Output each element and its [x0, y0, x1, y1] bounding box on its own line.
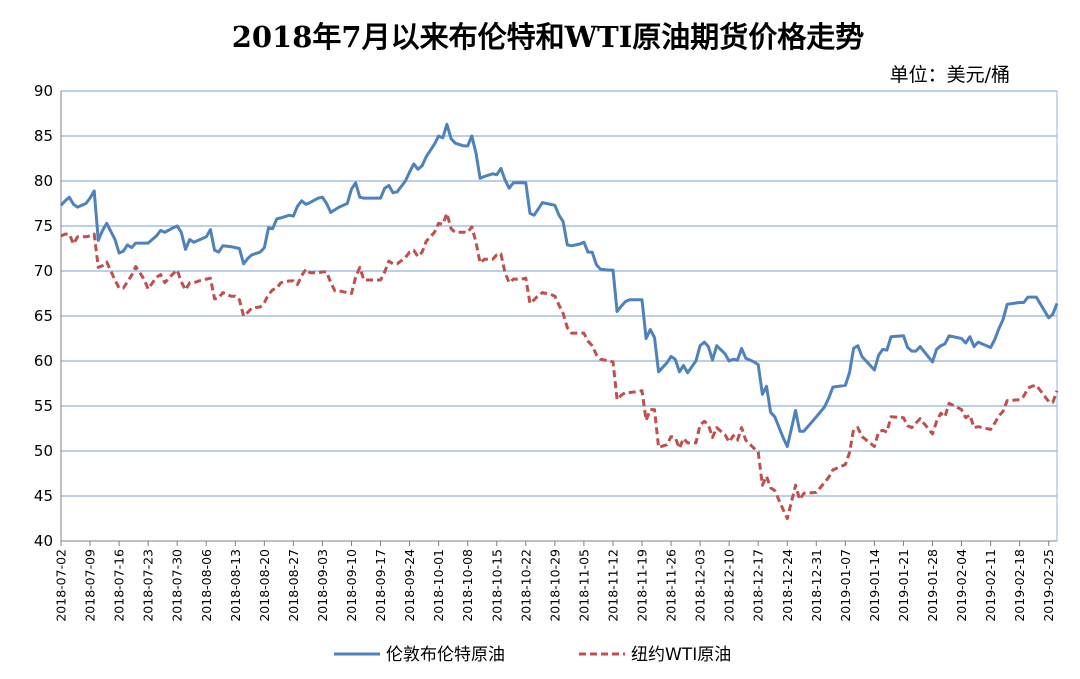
x-tick-label: 2019-02-18: [1012, 549, 1027, 622]
y-tick-label: 60: [34, 352, 53, 370]
x-tick-label: 2019-02-04: [954, 549, 969, 622]
x-tick-label: 2019-02-25: [1041, 549, 1056, 622]
x-tick-label: 2018-10-29: [547, 549, 562, 622]
x-tick-label: 2018-08-27: [286, 549, 301, 622]
gridlines: [61, 90, 1057, 497]
series-line-2: [60, 211, 1059, 520]
x-tick-label: 2018-12-10: [722, 549, 737, 622]
x-tick-label: 2018-09-17: [373, 549, 388, 622]
x-tick-label: 2018-10-15: [489, 549, 504, 622]
y-tick-label: 75: [34, 217, 53, 235]
chart-title: 2018年7月以来布伦特和WTI原油期货价格走势: [232, 20, 865, 54]
x-tick-label: 2018-12-31: [809, 549, 824, 622]
y-tick-label: 80: [34, 172, 53, 190]
legend: 伦敦布伦特原油 纽约WTI原油: [334, 645, 731, 665]
x-tick-label: 2018-08-13: [228, 549, 243, 622]
x-tick-label: 2019-01-21: [896, 549, 911, 622]
x-tick-label: 2018-12-03: [693, 549, 708, 622]
y-axis-tick-labels: 40 45 50 55 60 65 70 75 80 85 90: [34, 82, 53, 550]
y-tick-label: 50: [34, 442, 53, 460]
axes: [60, 91, 1058, 546]
x-tick-label: 2018-09-03: [315, 549, 330, 622]
x-tick-label: 2018-11-26: [664, 549, 679, 622]
x-tick-label: 2018-10-08: [460, 549, 475, 622]
x-tick-label: 2019-01-14: [867, 549, 882, 622]
x-tick-label: 2018-07-09: [83, 549, 98, 622]
x-tick-label: 2018-08-06: [199, 549, 214, 622]
y-tick-label: 70: [34, 262, 53, 280]
x-tick-label: 2018-09-24: [402, 549, 417, 622]
x-tick-label: 2018-12-17: [751, 549, 766, 622]
unit-label: 单位：美元/桶: [890, 64, 1010, 86]
legend-label-2: 纽约WTI原油: [631, 645, 731, 665]
x-tick-label: 2018-08-20: [257, 549, 272, 622]
y-tick-label: 85: [34, 127, 53, 145]
y-tick-label: 65: [34, 307, 53, 325]
y-tick-label: 45: [34, 487, 53, 505]
x-tick-label: 2018-11-19: [635, 549, 650, 622]
legend-label-1: 伦敦布伦特原油: [386, 645, 505, 665]
x-tick-label: 2018-10-01: [431, 549, 446, 622]
x-tick-label: 2018-07-23: [141, 549, 156, 622]
x-tick-label: 2018-11-12: [605, 549, 620, 622]
y-tick-label: 90: [34, 82, 53, 100]
x-tick-label: 2019-01-07: [838, 549, 853, 622]
series-lines: [59, 122, 1059, 520]
y-tick-label: 40: [34, 532, 53, 550]
x-axis-tick-labels: 2018-07-02 2018-07-09 2018-07-16 2018-07-23…: [54, 549, 1057, 622]
x-tick-label: 2018-09-10: [344, 549, 359, 622]
x-tick-label: 2018-07-02: [54, 549, 69, 622]
x-tick-label: 2019-01-28: [925, 549, 940, 622]
x-tick-label: 2018-12-24: [780, 549, 795, 622]
series-line-1: [59, 122, 1059, 448]
x-tick-label: 2018-07-30: [170, 549, 185, 622]
x-tick-label: 2019-02-11: [983, 549, 998, 622]
x-tick-label: 2018-07-16: [112, 549, 127, 622]
y-tick-label: 55: [34, 397, 53, 415]
x-tick-label: 2018-11-05: [576, 549, 591, 622]
x-tick-label: 2018-10-22: [518, 549, 533, 622]
